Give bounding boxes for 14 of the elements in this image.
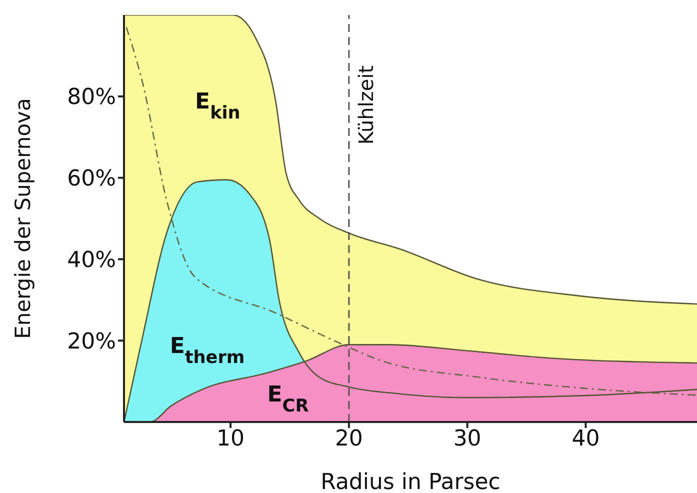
y-tick-label: 40%	[67, 248, 116, 274]
series-label: E$_{therm}$	[170, 334, 245, 368]
series-label: E$_{CR}$	[267, 382, 310, 417]
y-axis-title: Energie der Supernova	[11, 98, 35, 339]
x-tick-label: 20	[334, 426, 363, 452]
x-axis-title: Radius in Parsec	[320, 470, 500, 493]
x-tick-label: 40	[572, 426, 600, 452]
y-tick-label: 80%	[67, 85, 116, 110]
y-tick-label: 60%	[67, 166, 116, 192]
ref-line-label: Kühlzeit	[354, 65, 378, 145]
series-label: E$_{kin}$	[195, 90, 240, 124]
x-tick-label: 30	[453, 426, 482, 452]
x-tick-label: 10	[216, 426, 245, 452]
y-tick-label: 20%	[67, 329, 116, 354]
